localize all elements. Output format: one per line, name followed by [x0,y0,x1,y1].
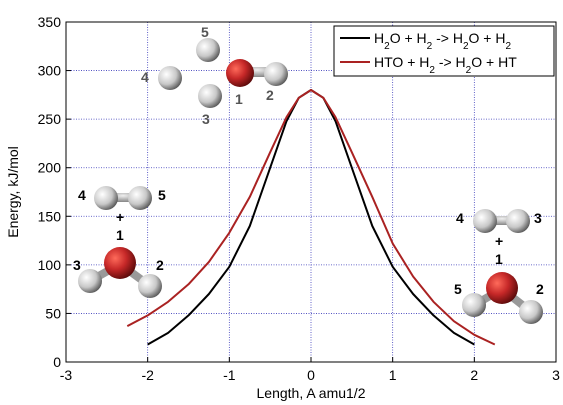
plus-sign: + [495,233,503,249]
atom-label-5: 5 [158,187,166,203]
atom-label-4: 4 [141,69,149,85]
x-tick-label: 2 [470,367,478,383]
legend-label-hto-h2: HTO + H2 -> H2O + HT [374,54,517,76]
hydrogen-atom-5 [196,38,220,62]
y-axis-label: Energy, kJ/mol [5,146,21,238]
legend-text-part: HTO + H [374,54,429,70]
hydrogen-atom-5 [462,293,486,317]
atom-label-1: 1 [235,91,243,107]
legend: H2O + H2 -> H2O + H2 HTO + H2 -> H2O + H… [333,25,555,77]
atom-label-5: 5 [454,281,462,297]
right-molecule-diagram: 4 3 + 1 5 2 [454,209,544,324]
x-tick-label: 0 [307,367,315,383]
legend-text-part: -> H [435,54,466,70]
legend-text-part: -> H [432,30,463,46]
legend-text-part: H [374,30,384,46]
atom-label-5: 5 [201,24,209,40]
x-tick-label: -1 [223,367,236,383]
legend-text-part: 2 [384,41,390,52]
hydrogen-atom-3 [506,209,530,233]
y-tick-label: 0 [53,354,61,370]
legend-box [333,25,555,77]
atom-label-2: 2 [266,87,274,103]
y-tick-label: 350 [38,14,62,30]
plus-sign: + [116,209,124,225]
atom-label-4: 4 [456,210,464,226]
hydrogen-atom-2 [519,300,543,324]
atom-label-4: 4 [78,187,86,203]
oxygen-atom-1 [226,59,254,87]
hydrogen-atom-5 [128,186,152,210]
x-tick-label: 3 [552,367,560,383]
y-tick-label: 200 [38,160,62,176]
atom-label-1: 1 [116,227,124,243]
hydrogen-atom-4 [473,209,497,233]
series-line-1 [126,89,496,346]
legend-text-part: 2 [429,65,435,76]
legend-text-part: 2 [427,41,433,52]
series-lines [126,89,496,346]
hydrogen-atom-2 [138,274,162,298]
legend-text-part: O + HT [471,54,517,70]
hydrogen-atom-4 [94,186,118,210]
legend-text-part: 2 [463,41,469,52]
x-tick-label: -2 [141,367,154,383]
y-tick-label: 50 [45,305,61,321]
top-molecule-diagram: 5 4 1 2 3 [141,24,288,127]
y-tick-label: 100 [38,257,62,273]
y-tick-label: 150 [38,208,62,224]
y-tick-label: 250 [38,111,62,127]
atom-label-1: 1 [495,251,503,267]
atom-label-3: 3 [202,111,210,127]
legend-label-h2o-h2: H2O + H2 -> H2O + H2 [374,30,511,52]
oxygen-atom-1 [486,272,518,304]
oxygen-atom-1 [104,247,136,279]
legend-text-part: 2 [466,65,472,76]
x-tick-label: -3 [60,367,73,383]
left-molecule-diagram: 4 5 + 1 3 2 [73,186,166,298]
legend-text-part: O + H [469,30,506,46]
atom-label-3: 3 [73,257,81,273]
hydrogen-atom-2 [264,62,288,86]
atom-label-3: 3 [534,210,542,226]
atom-label-2: 2 [156,257,164,273]
x-axis-label: Length, A amu1/2 [257,385,366,401]
atom-label-2: 2 [536,281,544,297]
hydrogen-atom-3 [78,269,102,293]
hydrogen-atom-4 [158,66,182,90]
x-tick-label: 1 [389,367,397,383]
hydrogen-atom-3 [198,84,222,108]
y-tick-label: 300 [38,63,62,79]
legend-text-part: O + H [390,30,427,46]
axis-ticks: -3 -2 -1 0 1 2 3 0 50 100 150 200 250 300 350 [38,14,560,383]
legend-text-part: 2 [505,41,511,52]
